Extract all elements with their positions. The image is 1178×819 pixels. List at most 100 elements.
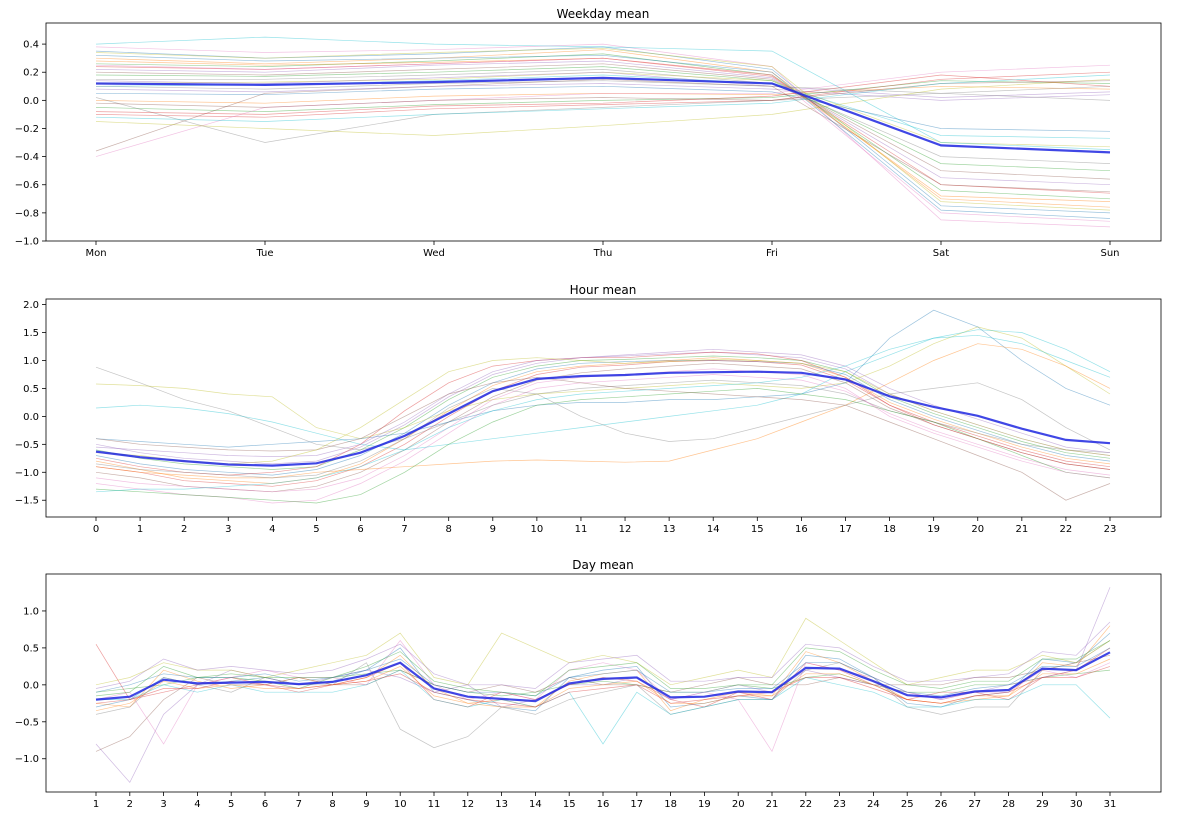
weekday-series-line-2 xyxy=(95,53,1111,200)
day-x-tick-label-6: 7 xyxy=(296,799,302,810)
day-series-line-6 xyxy=(95,639,1111,753)
hour-x-tick-label-13: 13 xyxy=(663,524,676,535)
day-y-tick-label-2: 0.0 xyxy=(23,680,39,691)
day-x-tick-label-10: 11 xyxy=(428,799,441,810)
weekday-series-line-22 xyxy=(95,66,1111,172)
weekday-chart-title: Weekday mean xyxy=(557,7,650,21)
day-x-tick-label-17: 18 xyxy=(664,799,677,810)
day-x-tick-label-15: 16 xyxy=(597,799,610,810)
day-series-line-5 xyxy=(95,654,1111,752)
weekday-series-line-23 xyxy=(95,74,1111,115)
weekday-x-tick-label-6: Sun xyxy=(1100,248,1119,259)
day-x-tick-label-27: 28 xyxy=(1002,799,1015,810)
hour-x-tick-label-5: 5 xyxy=(313,524,319,535)
day-x-tick-label-22: 23 xyxy=(833,799,846,810)
hour-series-line-12 xyxy=(95,388,1111,504)
day-series-line-9 xyxy=(96,669,1111,745)
weekday-series-line-13 xyxy=(95,71,1111,118)
hour-series-line-11 xyxy=(95,343,1111,479)
weekday-series-line-14 xyxy=(95,83,1111,101)
weekday-y-tick-label-0: −1.0 xyxy=(15,237,39,248)
hour-series-line-13 xyxy=(95,351,1111,476)
hour-series-line-18 xyxy=(95,357,1111,465)
weekday-y-tick-label-6: 0.2 xyxy=(23,68,39,79)
hour-x-tick-label-22: 22 xyxy=(1060,524,1073,535)
hour-series-layer xyxy=(95,309,1111,504)
hour-x-tick-label-17: 17 xyxy=(839,524,852,535)
hour-x-tick-label-3: 3 xyxy=(225,524,231,535)
hour-x-tick-label-1: 1 xyxy=(137,524,143,535)
day-series-line-10 xyxy=(95,647,1111,697)
hour-x-tick-label-14: 14 xyxy=(707,524,720,535)
hour-y-tick-label-6: 1.5 xyxy=(23,328,39,339)
weekday-x-tick-label-5: Sat xyxy=(933,248,949,259)
weekday-series-line-28 xyxy=(95,47,1111,211)
weekday-y-tick-label-3: −0.4 xyxy=(15,152,39,163)
day-x-tick-label-21: 22 xyxy=(799,799,812,810)
weekday-series-line-18 xyxy=(95,78,1111,136)
day-x-tick-label-24: 25 xyxy=(901,799,914,810)
weekday-series-line-29 xyxy=(95,74,1111,122)
day-x-tick-label-2: 3 xyxy=(160,799,166,810)
day-y-tick-label-0: −1.0 xyxy=(15,754,39,765)
day-x-tick-label-3: 4 xyxy=(194,799,200,810)
weekday-y-tick-label-4: −0.2 xyxy=(15,124,39,135)
weekday-y-tick-label-2: −0.6 xyxy=(15,180,39,191)
day-y-tick-label-1: −0.5 xyxy=(15,717,39,728)
hour-series-line-3 xyxy=(95,360,1111,487)
weekday-x-tick-label-4: Fri xyxy=(766,248,778,259)
hour-y-tick-label-2: −0.5 xyxy=(15,440,39,451)
weekday-y-tick-label-5: 0.0 xyxy=(23,96,39,107)
hour-series-line-17 xyxy=(95,382,1111,479)
weekday-series-line-27 xyxy=(95,80,1111,101)
day-x-tick-label-19: 20 xyxy=(732,799,745,810)
hour-x-tick-label-9: 9 xyxy=(490,524,496,535)
day-x-tick-label-18: 19 xyxy=(698,799,711,810)
day-series-line-1 xyxy=(95,625,1111,712)
day-x-tick-label-16: 17 xyxy=(630,799,643,810)
hour-mean-line xyxy=(95,370,1111,467)
hour-x-tick-label-4: 4 xyxy=(269,524,275,535)
hour-series-line-0 xyxy=(95,360,1111,476)
hour-series-line-4 xyxy=(95,351,1111,465)
weekday-series-line-20 xyxy=(95,54,1111,219)
day-series-line-14 xyxy=(95,621,1111,689)
day-series-line-13 xyxy=(95,666,1111,708)
weekday-series-line-17 xyxy=(95,85,1111,143)
hour-x-tick-label-2: 2 xyxy=(181,524,187,535)
day-axis-layer: 1 2 3 4 5 6 7 8 9 10 11 12 13 14 15 16 17 18 19 20 21 22 23 24 2… xyxy=(15,606,1117,810)
weekday-y-tick-label-7: 0.4 xyxy=(23,40,39,51)
hour-series-line-19 xyxy=(95,334,1111,493)
hour-x-tick-label-12: 12 xyxy=(619,524,632,535)
weekday-x-tick-label-1: Tue xyxy=(255,248,273,259)
day-x-tick-label-12: 13 xyxy=(495,799,508,810)
day-series-line-4 xyxy=(95,587,1111,784)
day-x-tick-label-5: 6 xyxy=(262,799,268,810)
weekday-series-line-8 xyxy=(95,71,1111,148)
hour-x-tick-label-7: 7 xyxy=(401,524,407,535)
day-x-tick-label-29: 30 xyxy=(1070,799,1083,810)
weekday-series-layer xyxy=(95,36,1111,228)
weekday-series-line-16 xyxy=(95,64,1111,157)
hour-y-tick-label-7: 2.0 xyxy=(23,300,39,311)
hour-x-tick-label-19: 19 xyxy=(927,524,940,535)
day-series-line-0 xyxy=(95,632,1111,712)
day-x-tick-label-1: 2 xyxy=(127,799,133,810)
day-x-tick-label-26: 27 xyxy=(968,799,981,810)
day-series-line-11 xyxy=(95,658,1111,712)
hour-series-line-10 xyxy=(95,309,1111,448)
weekday-mean-line xyxy=(95,76,1111,154)
weekday-series-line-10 xyxy=(95,85,1111,132)
weekday-series-line-21 xyxy=(95,57,1111,202)
hour-series-line-1 xyxy=(95,357,1111,484)
hour-chart: Hour mean 0 1 2 3 4 5 6 7 8 9 10 11 12 13 14 15 16 17 18 19… xyxy=(15,283,1162,535)
hour-y-tick-label-5: 1.0 xyxy=(23,356,39,367)
day-series-layer xyxy=(95,587,1111,784)
hour-x-tick-label-11: 11 xyxy=(575,524,588,535)
weekday-series-line-1 xyxy=(95,49,1111,208)
day-x-tick-label-0: 1 xyxy=(93,799,99,810)
weekday-series-line-15 xyxy=(95,78,1111,193)
hour-plot-frame xyxy=(45,298,1162,518)
day-x-tick-label-9: 10 xyxy=(394,799,407,810)
day-series-line-12 xyxy=(95,640,1111,697)
